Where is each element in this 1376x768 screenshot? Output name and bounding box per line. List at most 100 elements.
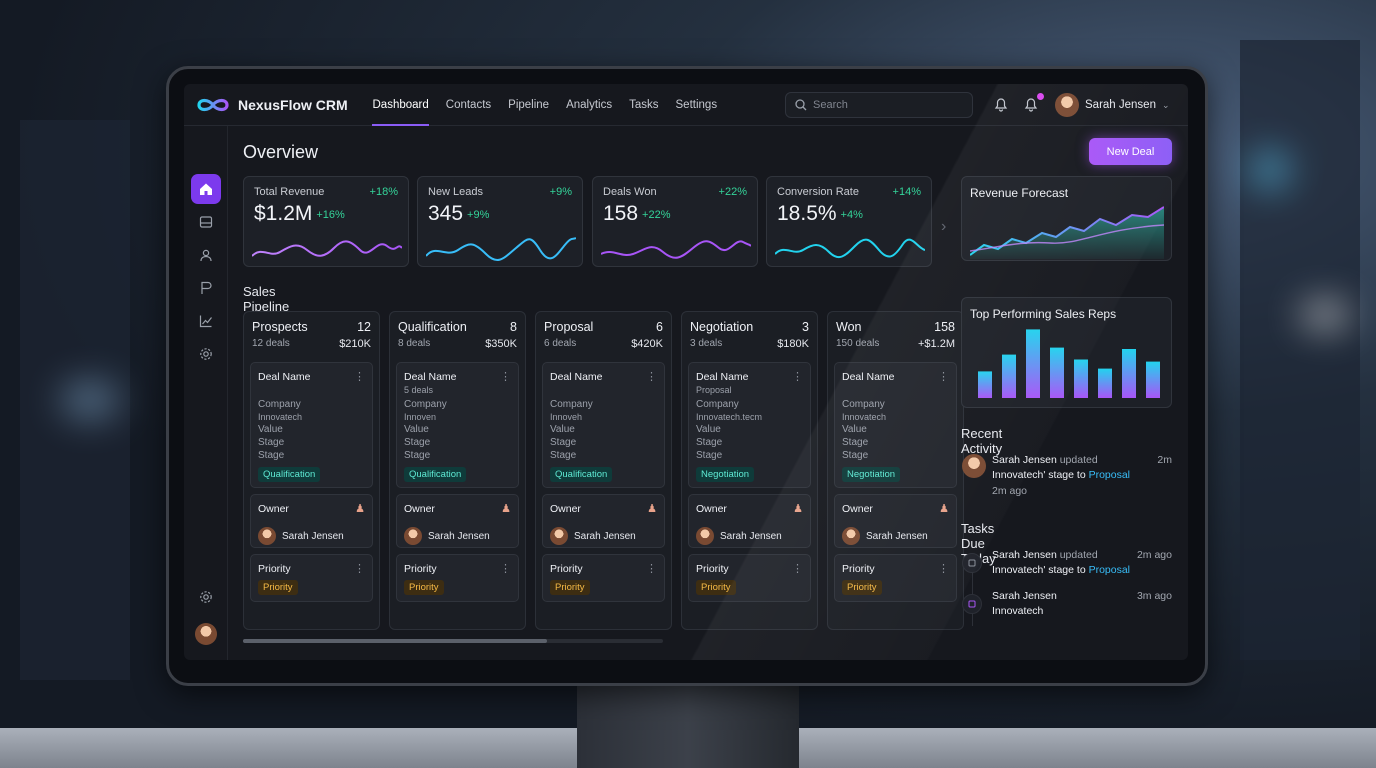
stage-tag[interactable]: Negotiation [696, 467, 755, 482]
deal-card[interactable]: Deal Name ⋮ 5 deals Company Innoven Value Stag… [396, 362, 519, 488]
nav-settings[interactable]: Settings [675, 98, 718, 111]
chevron-down-icon: ⌄ [1161, 99, 1170, 110]
more-vertical-icon[interactable]: ⋮ [500, 563, 511, 575]
task-time: 2m ago [1136, 549, 1172, 561]
sidebar-item-contacts[interactable] [191, 240, 221, 270]
task-item[interactable]: Sarah Jensen Innovatech 3m ago [961, 588, 1172, 624]
kanban-column[interactable]: Proposal 6 6 deals $420K Deal Name ⋮ Company In… [535, 311, 672, 630]
rep-bar[interactable] [1050, 347, 1064, 398]
kpi-card-deals-won[interactable]: Deals Won +22% 158 +22% [592, 176, 758, 267]
owner-card[interactable]: Owner ♟ Sarah Jensen [834, 494, 957, 548]
more-vertical-icon[interactable]: ⋮ [792, 371, 803, 383]
column-amount: $420K [631, 338, 663, 350]
kanban-column[interactable]: Qualification 8 8 deals $350K Deal Name ⋮ 5 de… [389, 311, 526, 630]
deal-card[interactable]: Deal Name ⋮ Company Innovatech Value Stage Sta… [250, 362, 373, 488]
owner-card[interactable]: Owner ♟ Sarah Jensen [688, 494, 811, 548]
rep-bar[interactable] [1098, 368, 1112, 398]
priority-card[interactable]: Priority ⋮ Priority [396, 554, 519, 602]
kpi-card-total-revenue[interactable]: Total Revenue +18% $1.2M +16% [243, 176, 409, 267]
alerts-button[interactable] [1024, 93, 1044, 114]
kpi-value-text: 18.5% [777, 202, 837, 225]
more-vertical-icon[interactable]: ⋮ [646, 371, 657, 383]
rep-bar[interactable] [1002, 354, 1016, 398]
new-deal-button[interactable]: New Deal [1089, 138, 1172, 165]
stage-label: Stage [842, 450, 869, 461]
user-menu[interactable]: Sarah Jensen ⌄ [1055, 93, 1170, 117]
task-icon [962, 553, 982, 573]
sidebar-item-preferences[interactable] [191, 582, 221, 612]
task-item[interactable]: Sarah Jensen updated Innovatech' stage t… [961, 547, 1172, 583]
priority-card[interactable]: Priority ⋮ Priority [250, 554, 373, 602]
owner-card[interactable]: Owner ♟ Sarah Jensen [542, 494, 665, 548]
stage-label: Stage [550, 450, 577, 461]
nav-analytics[interactable]: Analytics [566, 98, 613, 111]
priority-tag[interactable]: Priority [404, 580, 444, 595]
stage-tag[interactable]: Negotiation [842, 467, 901, 482]
more-vertical-icon[interactable]: ⋮ [792, 563, 803, 575]
top-reps-panel[interactable]: Top Performing Sales Reps [961, 297, 1172, 408]
priority-card[interactable]: Priority ⋮ Priority [834, 554, 957, 602]
more-vertical-icon[interactable]: ⋮ [938, 371, 949, 383]
more-vertical-icon[interactable]: ⋮ [646, 563, 657, 575]
activity-detail: Innovatech' stage to Proposal [992, 469, 1152, 481]
bell-icon [994, 98, 1008, 112]
search-input[interactable] [813, 99, 963, 111]
more-vertical-icon[interactable]: ⋮ [354, 371, 365, 383]
deal-name-label: Deal Name [550, 371, 603, 383]
kanban-column[interactable]: Won 158 150 deals +$1.2M Deal Name ⋮ Company In… [827, 311, 964, 630]
stage-tag[interactable]: Qualification [258, 467, 321, 482]
deal-card[interactable]: Deal Name ⋮ Company Innoveh Value Stage Stage Q… [542, 362, 665, 488]
priority-card[interactable]: Priority ⋮ Priority [542, 554, 665, 602]
activity-item[interactable]: Sarah Jensen updated Innovatech' stage t… [961, 452, 1172, 502]
rep-bar[interactable] [1146, 361, 1160, 398]
owner-card[interactable]: Owner ♟ Sarah Jensen [396, 494, 519, 548]
rep-bar[interactable] [1122, 349, 1136, 398]
rep-bar[interactable] [1026, 329, 1040, 398]
nav-pipeline[interactable]: Pipeline [508, 98, 550, 111]
kpi-card-conversion-rate[interactable]: Conversion Rate +14% 18.5% +4% [766, 176, 932, 267]
scrollbar-thumb[interactable] [243, 639, 547, 643]
owner-label: Owner [404, 503, 435, 515]
sidebar-item-settings[interactable] [191, 339, 221, 369]
sidebar-avatar[interactable] [195, 623, 217, 645]
sidebar-item-inbox[interactable] [191, 207, 221, 237]
revenue-forecast-chart [970, 206, 1164, 259]
more-vertical-icon[interactable]: ⋮ [938, 563, 949, 575]
sidebar-item-pipeline[interactable] [191, 273, 221, 303]
priority-tag[interactable]: Priority [842, 580, 882, 595]
deal-name-label: Deal Name [258, 371, 311, 383]
kanban-column[interactable]: Negotiation 3 3 deals $180K Deal Name ⋮ Propos… [681, 311, 818, 630]
stage-tag[interactable]: Qualification [404, 467, 467, 482]
sidebar-item-analytics[interactable] [191, 306, 221, 336]
column-count: 3 [802, 320, 809, 334]
activity-stage-link[interactable]: Proposal [1088, 469, 1131, 481]
stage-tag[interactable]: Qualification [550, 467, 613, 482]
revenue-forecast-panel[interactable]: Revenue Forecast [961, 176, 1172, 261]
priority-card[interactable]: Priority ⋮ Priority [688, 554, 811, 602]
owner-card[interactable]: Owner ♟ Sarah Jensen [250, 494, 373, 548]
kanban-column[interactable]: Prospects 12 12 deals $210K Deal Name ⋮ Compan… [243, 311, 380, 630]
rep-bar[interactable] [978, 371, 992, 398]
deal-card[interactable]: Deal Name ⋮ Proposal Company Innovatech.tecm… [688, 362, 811, 488]
column-summary: 12 deals $210K [252, 338, 371, 350]
nav-dashboard[interactable]: Dashboard [364, 84, 437, 126]
sparkline [601, 240, 751, 259]
priority-tag[interactable]: Priority [696, 580, 736, 595]
nav-contacts[interactable]: Contacts [445, 98, 492, 111]
priority-tag[interactable]: Priority [550, 580, 590, 595]
priority-tag[interactable]: Priority [258, 580, 298, 595]
task-stage-link[interactable]: Proposal [1088, 564, 1131, 576]
stage-label: Stage [842, 437, 869, 448]
background-light [60, 380, 120, 420]
chevron-right-icon[interactable]: › [941, 218, 947, 235]
sidebar-item-home[interactable] [191, 174, 221, 204]
deal-card[interactable]: Deal Name ⋮ Company Innovatech Value Stage Sta… [834, 362, 957, 488]
rep-bar[interactable] [1074, 359, 1088, 399]
nav-tasks[interactable]: Tasks [629, 98, 659, 111]
more-vertical-icon[interactable]: ⋮ [354, 563, 365, 575]
kanban-scrollbar[interactable] [243, 639, 663, 643]
kpi-card-new-leads[interactable]: New Leads +9% 345 +9% [417, 176, 583, 267]
notifications-button[interactable] [994, 96, 1012, 114]
brand[interactable]: NexusFlow CRM [194, 95, 364, 115]
more-vertical-icon[interactable]: ⋮ [500, 371, 511, 383]
